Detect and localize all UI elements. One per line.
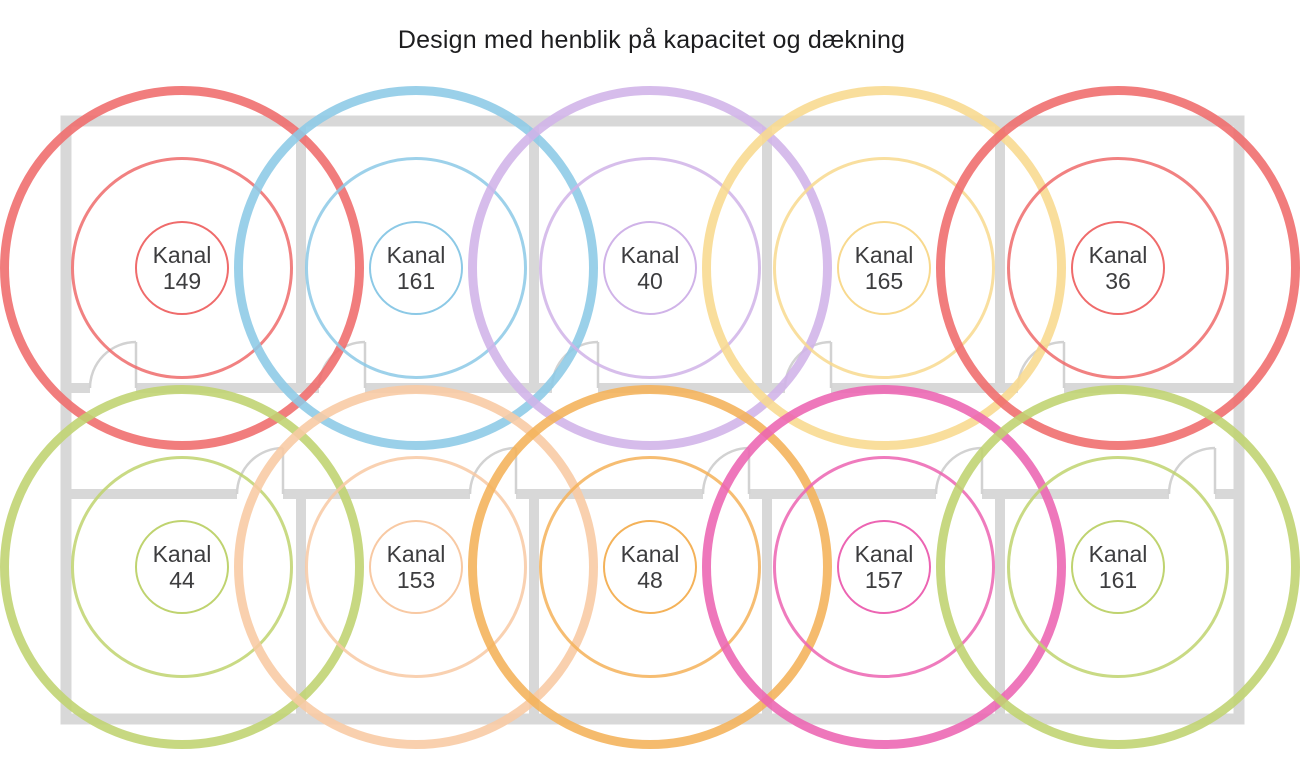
- ap-channel: 161: [1098, 567, 1138, 593]
- page-title: Design med henblik på kapacitet og dækni…: [397, 26, 906, 54]
- ap-label: Kanal: [152, 540, 212, 567]
- ap-channel: 157: [864, 567, 904, 593]
- coverage-ring-middle: [1007, 157, 1229, 379]
- ap-channel: 165: [864, 268, 904, 294]
- ap-label: Kanal: [386, 540, 446, 567]
- coverage-ring-middle: [1007, 456, 1229, 678]
- ap-channel: 44: [169, 567, 195, 593]
- ap-label-circle: Kanal 44: [135, 520, 229, 614]
- ap-channel: 161: [396, 268, 436, 294]
- ap-channel: 36: [1105, 268, 1131, 294]
- ap-label-circle: Kanal 157: [837, 520, 931, 614]
- ap-label-circle: Kanal 161: [369, 221, 463, 315]
- ap-channel: 149: [162, 268, 202, 294]
- ap-label: Kanal: [620, 540, 680, 567]
- ap-label-circle: Kanal 40: [603, 221, 697, 315]
- ap-channel: 40: [637, 268, 663, 294]
- coverage-ring-outer: [936, 385, 1300, 749]
- ap-label-circle: Kanal 165: [837, 221, 931, 315]
- ap-channel: 153: [396, 567, 436, 593]
- ap-label-circle: Kanal 153: [369, 520, 463, 614]
- ap-label: Kanal: [854, 241, 914, 268]
- ap-label-circle: Kanal 161: [1071, 520, 1165, 614]
- ap-label: Kanal: [620, 241, 680, 268]
- ap-channel: 48: [637, 567, 663, 593]
- ap-label: Kanal: [386, 241, 446, 268]
- ap-label: Kanal: [854, 540, 914, 567]
- ap-label-circle: Kanal 36: [1071, 221, 1165, 315]
- ap-label: Kanal: [1088, 540, 1148, 567]
- ap-label-circle: Kanal 149: [135, 221, 229, 315]
- ap-label-circle: Kanal 48: [603, 520, 697, 614]
- ap-label: Kanal: [152, 241, 212, 268]
- ap-label: Kanal: [1088, 241, 1148, 268]
